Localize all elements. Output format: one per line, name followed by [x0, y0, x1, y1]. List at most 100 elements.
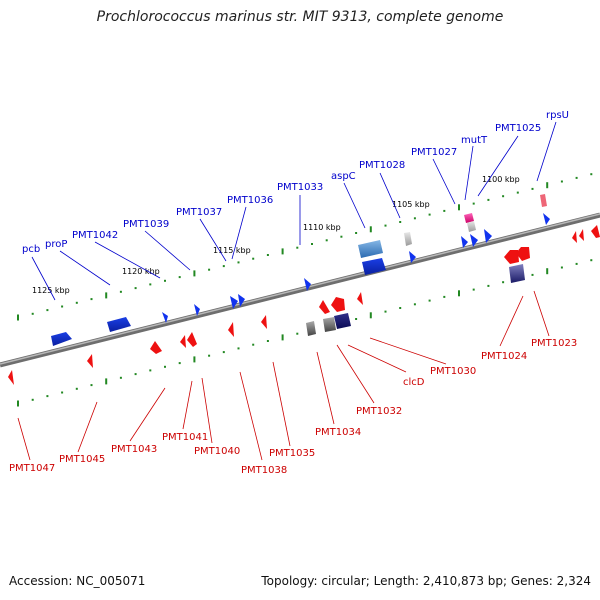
label-PMT1041[interactable]: PMT1041 [162, 432, 208, 443]
gene-PMT1032-b[interactable] [331, 297, 345, 312]
upper-scale-tick [384, 224, 387, 227]
lower-scale-tick [296, 332, 299, 335]
gene-aspC[interactable] [358, 240, 383, 258]
kbp-marker-1125: 1125 kbp [32, 286, 70, 295]
gene-PMT1041[interactable] [180, 335, 186, 348]
gene-proP[interactable] [107, 317, 131, 332]
lower-scale-tick [252, 343, 255, 346]
genome-title: Prochlorococcus marinus str. MIT 9313, c… [96, 9, 504, 25]
label-PMT1034[interactable]: PMT1034 [315, 427, 361, 438]
gene-PMT1030[interactable] [357, 292, 363, 305]
lower-scale-tick [61, 391, 64, 394]
label-PMT1038[interactable]: PMT1038 [241, 465, 287, 476]
lower-scale-tick [237, 347, 240, 350]
upper-scale-tick [252, 257, 255, 260]
gene-PMT1045[interactable] [87, 354, 93, 368]
upper-scale-major-tick [458, 204, 460, 211]
upper-scale-tick [399, 221, 402, 223]
lower-scale-tick [443, 295, 446, 298]
lower-scale-tick [487, 284, 490, 287]
gene-PMT1034[interactable] [306, 321, 316, 336]
label-PMT1030[interactable]: PMT1030 [430, 366, 476, 377]
genome-summary-text: Topology: circular; Length: 2,410,873 bp… [261, 574, 591, 588]
kbp-marker-1120: 1120 kbp [122, 267, 160, 276]
lower-scale-tick [46, 395, 49, 398]
label-PMT1023[interactable]: PMT1023 [531, 338, 577, 349]
gene-PMT1023[interactable] [516, 247, 530, 261]
gene-PMT1037[interactable] [230, 296, 238, 309]
gene-PMT1023-b[interactable] [572, 231, 577, 243]
gene-PMT1039[interactable] [194, 304, 200, 316]
label-PMT1024[interactable]: PMT1024 [481, 351, 527, 362]
gene-aspC-lower[interactable] [362, 258, 386, 275]
gene-mutT[interactable] [464, 213, 474, 223]
upper-scale-tick [31, 312, 34, 315]
gene-PMT1024-b[interactable] [504, 250, 519, 264]
gene-PMT1027[interactable] [461, 236, 468, 248]
upper-scale-tick [134, 287, 137, 290]
gene-clcD[interactable] [334, 313, 351, 329]
gene-PMT1023-c[interactable] [579, 229, 584, 241]
gene-PMT1025-b[interactable] [484, 229, 492, 243]
genome-backbone [0, 212, 600, 368]
lower-scale-major-tick [193, 356, 196, 363]
upper-scale-tick [311, 243, 313, 245]
lower-scale-tick [355, 318, 358, 320]
label-PMT1042[interactable]: PMT1042 [72, 230, 118, 241]
gene-rpsU[interactable] [543, 213, 550, 225]
upper-scale-tick [178, 276, 181, 279]
gene-mutT-b[interactable] [467, 221, 476, 232]
label-PMT1035[interactable]: PMT1035 [269, 448, 315, 459]
label-PMT1025[interactable]: PMT1025 [495, 123, 541, 134]
lower-scale-tick [560, 266, 563, 269]
lower-scale-tick [384, 310, 387, 313]
lower-scale-tick [90, 384, 93, 387]
label-mutT[interactable]: mutT [461, 135, 488, 146]
gene-PMT1033[interactable] [304, 278, 311, 291]
upper-scale-major-tick [369, 226, 372, 233]
lower-scale-tick [575, 262, 578, 265]
gene-PMT1034-b[interactable] [319, 300, 330, 314]
label-PMT1028[interactable]: PMT1028 [359, 160, 405, 171]
gene-PMT1036[interactable] [238, 294, 245, 307]
label-PMT1033[interactable]: PMT1033 [277, 182, 323, 193]
gene-PMT1024[interactable] [509, 264, 525, 283]
upper-scale-major-tick [281, 248, 284, 255]
label-PMT1027[interactable]: PMT1027 [411, 147, 457, 158]
gene-PMT1028-arrow[interactable] [409, 251, 416, 263]
label-PMT1039[interactable]: PMT1039 [123, 219, 169, 230]
gene-PMT1042[interactable] [162, 312, 168, 323]
label-PMT1032[interactable]: PMT1032 [356, 406, 402, 417]
label-PMT1037[interactable]: PMT1037 [176, 207, 222, 218]
label-PMT1047[interactable]: PMT1047 [9, 463, 55, 474]
label-PMT1036[interactable]: PMT1036 [227, 195, 273, 206]
label-pcb[interactable]: pcb [22, 244, 40, 255]
gene-PMT1043[interactable] [150, 341, 162, 354]
upper-scale-tick [560, 180, 563, 183]
label-PMT1045[interactable]: PMT1045 [59, 454, 105, 465]
gene-PMT1025[interactable] [470, 234, 478, 247]
lower-scale-tick [222, 351, 225, 354]
lower-scale-tick [531, 273, 534, 276]
gene-PMT1038[interactable] [228, 322, 234, 337]
forward-leader-lines [31, 121, 557, 301]
label-aspC[interactable]: aspC [331, 171, 356, 182]
upper-scale-tick [164, 279, 166, 282]
lower-scale-tick [266, 340, 269, 342]
gene-PMT1047[interactable] [8, 370, 14, 385]
gene-PMT1040[interactable] [187, 332, 197, 347]
label-PMT1043[interactable]: PMT1043 [111, 444, 157, 455]
gene-PMT1035[interactable] [261, 315, 267, 329]
upper-scale-tick [119, 290, 122, 293]
gene-PMT1032[interactable] [323, 317, 336, 332]
label-proP[interactable]: proP [45, 239, 67, 250]
gene-PMT1023-d[interactable] [591, 225, 600, 238]
gene-PMT1028[interactable] [404, 232, 412, 246]
label-rpsU[interactable]: rpsU [546, 110, 569, 121]
gene-pcb[interactable] [51, 332, 72, 346]
label-clcD[interactable]: clcD [403, 377, 425, 388]
label-PMT1040[interactable]: PMT1040 [194, 446, 240, 457]
gene-rpsU-b[interactable] [540, 194, 547, 207]
lower-scale-major-tick [546, 268, 549, 275]
upper-scale-tick [266, 254, 269, 256]
